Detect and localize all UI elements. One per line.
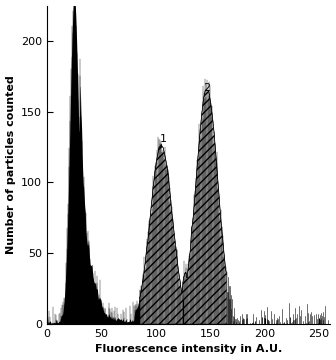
Text: 2: 2 (203, 83, 211, 93)
Text: 1: 1 (160, 134, 167, 144)
X-axis label: Fluorescence intensity in A.U.: Fluorescence intensity in A.U. (95, 345, 282, 355)
Y-axis label: Number of particles counted: Number of particles counted (6, 75, 15, 254)
